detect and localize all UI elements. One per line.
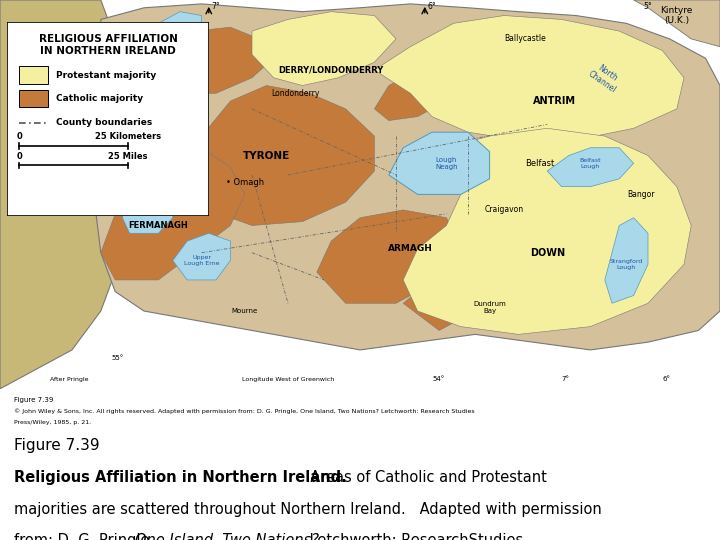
Text: Lower
Lough Erne: Lower Lough Erne — [126, 197, 162, 207]
Text: Dundrum
Bay: Dundrum Bay — [473, 301, 506, 314]
Polygon shape — [122, 187, 173, 233]
Text: Strangford
Lough: Strangford Lough — [610, 259, 643, 270]
Polygon shape — [0, 0, 130, 389]
FancyBboxPatch shape — [7, 22, 209, 216]
Text: North
Channel: North Channel — [586, 61, 624, 94]
Text: 5°: 5° — [644, 2, 652, 11]
Text: 25 Kilometers: 25 Kilometers — [95, 132, 161, 141]
Polygon shape — [374, 70, 446, 120]
Text: Belfast
Lough: Belfast Lough — [580, 158, 601, 168]
Polygon shape — [403, 260, 490, 330]
Text: Figure 7.39: Figure 7.39 — [14, 438, 100, 453]
Text: 55°: 55° — [112, 355, 124, 361]
Text: • Omagh: • Omagh — [226, 178, 264, 187]
Text: County boundaries: County boundaries — [55, 118, 152, 127]
Text: majorities are scattered throughout Northern Ireland.   Adapted with permission: majorities are scattered throughout Nort… — [14, 502, 602, 517]
Text: Belfast: Belfast — [526, 159, 554, 168]
Text: Ballycastle: Ballycastle — [505, 35, 546, 43]
Text: One Island, Two Nations?: One Island, Two Nations? — [135, 532, 320, 540]
Bar — [19, 90, 48, 107]
Polygon shape — [144, 27, 274, 93]
Text: DOWN: DOWN — [530, 248, 564, 258]
Bar — [19, 66, 48, 84]
Text: ANTRIM: ANTRIM — [533, 96, 576, 106]
Text: 6°: 6° — [662, 376, 670, 382]
Text: FERMANAGH: FERMANAGH — [129, 221, 188, 230]
Text: Mourne: Mourne — [232, 308, 258, 314]
Text: Longitude West of Greenwich: Longitude West of Greenwich — [242, 377, 334, 382]
Text: 0: 0 — [17, 152, 22, 161]
Text: RELIGIOUS AFFILIATION
IN NORTHERN IRELAND: RELIGIOUS AFFILIATION IN NORTHERN IRELAN… — [39, 34, 177, 56]
Text: © John Wiley & Sons, Inc. All rights reserved. Adapted with permission from: D. : © John Wiley & Sons, Inc. All rights res… — [14, 409, 475, 414]
Text: 0: 0 — [17, 132, 22, 141]
Polygon shape — [144, 12, 202, 51]
Text: IRELAND: IRELAND — [40, 131, 90, 141]
Text: 7°: 7° — [212, 2, 220, 11]
Text: Figure 7.39: Figure 7.39 — [14, 397, 54, 403]
Text: Religious Affiliation in Northern Ireland.: Religious Affiliation in Northern Irelan… — [14, 470, 347, 485]
Text: 6°: 6° — [428, 2, 436, 11]
Polygon shape — [187, 85, 374, 226]
Polygon shape — [317, 210, 461, 303]
Text: Lough
Neagh: Lough Neagh — [435, 157, 458, 170]
Polygon shape — [173, 233, 230, 280]
Polygon shape — [547, 148, 634, 187]
Text: 7°: 7° — [562, 376, 570, 382]
Polygon shape — [634, 0, 720, 46]
Text: Areas of Catholic and Protestant: Areas of Catholic and Protestant — [301, 470, 547, 485]
Text: Kintyre
(U.K.): Kintyre (U.K.) — [661, 6, 693, 25]
Text: TYRONE: TYRONE — [243, 151, 290, 160]
Text: Catholic majority: Catholic majority — [55, 94, 143, 103]
Text: After Pringle: After Pringle — [50, 377, 89, 382]
Polygon shape — [94, 4, 720, 350]
Text: Londonderry: Londonderry — [271, 89, 320, 98]
Polygon shape — [605, 218, 648, 303]
Text: Upper
Lough Erne: Upper Lough Erne — [184, 255, 220, 266]
Text: from: D. G. Pringle,: from: D. G. Pringle, — [14, 532, 155, 540]
Text: Lough
Foyle: Lough Foyle — [163, 26, 182, 37]
Text: ARMAGH: ARMAGH — [388, 244, 433, 253]
Polygon shape — [101, 148, 245, 280]
Polygon shape — [389, 132, 490, 194]
Text: Bangor: Bangor — [627, 190, 654, 199]
Text: Protestant majority: Protestant majority — [55, 71, 156, 79]
Text: 55°: 55° — [112, 28, 124, 34]
Text: Craigavon: Craigavon — [485, 205, 523, 214]
Text: DERRY/LONDONDERRY: DERRY/LONDONDERRY — [279, 65, 384, 75]
Text: 54°: 54° — [432, 376, 444, 382]
Polygon shape — [252, 12, 396, 85]
Polygon shape — [403, 129, 691, 334]
Text: 25 Miles: 25 Miles — [109, 152, 148, 161]
Text: Press/Wiley, 1985, p. 21.: Press/Wiley, 1985, p. 21. — [14, 421, 91, 426]
Text: Letchworth: ResearchStudies: Letchworth: ResearchStudies — [305, 532, 523, 540]
Polygon shape — [374, 16, 684, 140]
